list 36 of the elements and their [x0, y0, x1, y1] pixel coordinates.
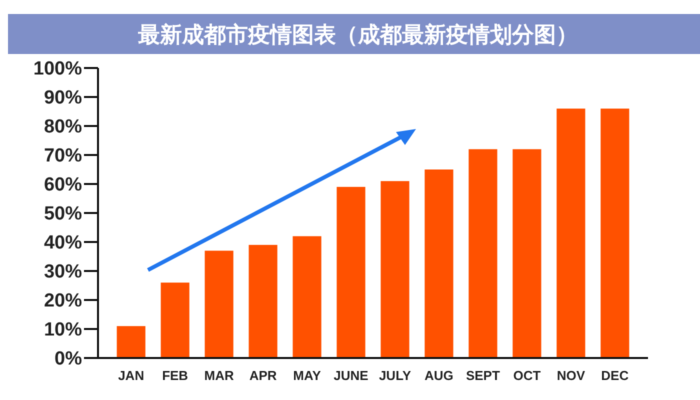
bar	[424, 170, 454, 358]
x-tick-label: JULY	[378, 368, 412, 383]
bar	[556, 108, 586, 358]
bar	[160, 282, 190, 358]
x-tick-label: DEC	[601, 368, 630, 383]
y-tick-label: 20%	[44, 290, 82, 312]
bar	[336, 186, 366, 358]
x-tick-label: MAY	[293, 368, 322, 383]
y-tick-label: 40%	[44, 232, 82, 254]
bar	[380, 181, 410, 358]
x-tick-label: JUNE	[334, 368, 369, 383]
x-tick-label: MAR	[204, 368, 234, 383]
bar	[204, 250, 234, 358]
x-tick-label: JAN	[118, 368, 144, 383]
chart-title: 最新成都市疫情图表（成都最新疫情划分图）	[137, 22, 578, 47]
bar	[512, 149, 542, 358]
y-tick-label: 60%	[44, 174, 82, 196]
bar	[600, 108, 630, 358]
bar	[468, 149, 498, 358]
bar	[248, 244, 278, 358]
y-tick-label: 80%	[44, 116, 82, 138]
y-tick-label: 10%	[44, 320, 82, 341]
x-tick-label: NOV	[556, 368, 586, 383]
x-tick-label: OCT	[513, 368, 541, 383]
y-tick-label: 0%	[54, 348, 82, 370]
x-tick-label: APR	[249, 368, 278, 383]
y-tick-label: 30%	[44, 262, 82, 283]
y-tick-label: 70%	[44, 146, 82, 167]
y-tick-label: 100%	[33, 58, 82, 80]
x-tick-label: FEB	[162, 368, 188, 383]
y-tick-label: 50%	[44, 204, 82, 225]
y-tick-label: 90%	[44, 88, 82, 109]
x-tick-label: SEPT	[466, 368, 500, 383]
bar	[116, 326, 146, 358]
bar	[292, 236, 322, 358]
x-tick-label: AUG	[424, 368, 454, 383]
